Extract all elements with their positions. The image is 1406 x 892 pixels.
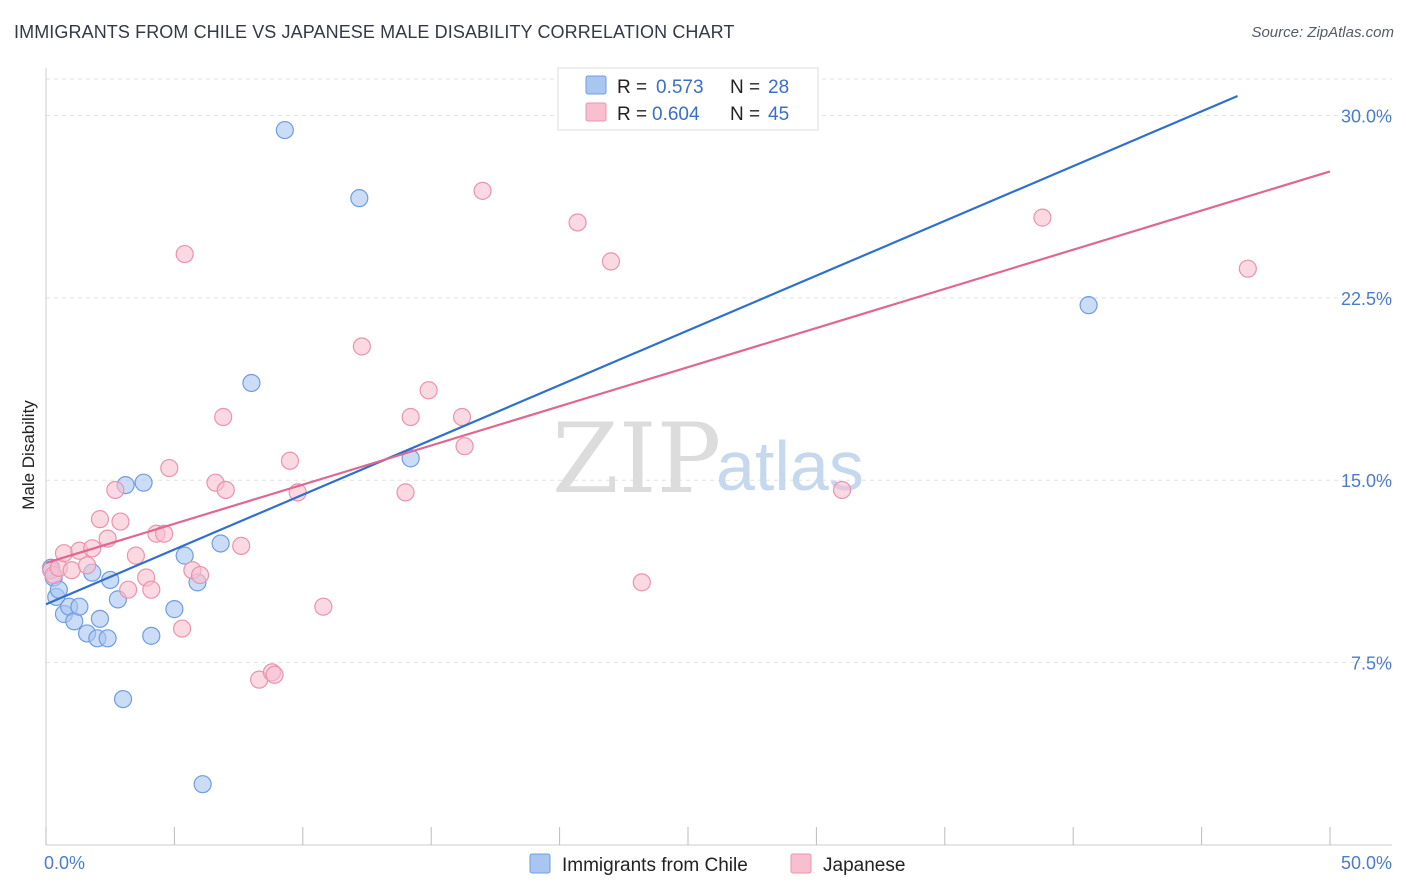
chile-point xyxy=(165,600,184,619)
watermark: ZIP atlas xyxy=(552,403,864,515)
japanese-point xyxy=(173,619,192,638)
japanese-point xyxy=(832,480,852,500)
japanese-trend-line xyxy=(45,170,1331,564)
y-tick-label: 15.0% xyxy=(1341,471,1392,491)
japanese-point xyxy=(1238,259,1257,278)
legend-n-value-japanese: 45 xyxy=(768,104,789,125)
japanese-point xyxy=(142,580,161,599)
legend-r-value-japanese: 0.604 xyxy=(652,104,700,125)
japanese-point xyxy=(419,381,438,400)
japanese-point xyxy=(452,407,472,427)
japanese-point xyxy=(1033,208,1052,227)
japanese-point xyxy=(455,437,474,456)
chile-point xyxy=(70,597,89,616)
japanese-point xyxy=(190,565,210,585)
japanese-point xyxy=(155,524,174,543)
legend-r-label-japanese: R = xyxy=(617,104,647,125)
y-tick-label: 22.5% xyxy=(1341,289,1392,309)
chile-trend-line xyxy=(45,95,1238,606)
y-tick-label: 7.5% xyxy=(1351,654,1392,674)
bottom-legend-swatch-japanese xyxy=(790,853,812,874)
japanese-point xyxy=(568,213,587,232)
legend-n-label-japanese: N = xyxy=(730,104,760,125)
chile-point xyxy=(134,473,153,492)
y-axis-label: Male Disability xyxy=(19,400,38,510)
legend-r-label-chile: R = xyxy=(617,77,647,98)
chile-point xyxy=(275,120,294,140)
chile-point xyxy=(98,629,117,648)
japanese-point xyxy=(232,536,251,555)
source-label: Source: ZipAtlas.com xyxy=(1251,24,1394,41)
japanese-point xyxy=(214,407,233,427)
japanese-point xyxy=(77,556,97,575)
y-tick-label: 30.0% xyxy=(1341,106,1392,126)
japanese-point xyxy=(90,510,110,529)
japanese-point xyxy=(632,573,651,592)
bottom-legend: Immigrants from Chile Japanese xyxy=(529,853,905,876)
legend-n-value-chile: 28 xyxy=(768,77,789,98)
bottom-legend-label-chile: Immigrants from Chile xyxy=(562,855,748,876)
chile-point xyxy=(211,534,230,553)
chile-point xyxy=(142,626,161,645)
x-tick-label-min: 0.0% xyxy=(44,853,85,873)
japanese-point xyxy=(175,244,194,264)
japanese-point xyxy=(280,451,300,470)
japanese-point xyxy=(119,580,138,599)
japanese-point xyxy=(126,546,145,565)
chile-point xyxy=(113,689,133,709)
japanese-point xyxy=(265,665,284,684)
trend-lines-layer xyxy=(45,95,1331,606)
japanese-point xyxy=(601,252,621,271)
chile-point xyxy=(1079,296,1098,315)
chart-title: IMMIGRANTS FROM CHILE VS JAPANESE MALE D… xyxy=(14,22,735,42)
grid-layer: 7.5% 15.0% 22.5% 30.0% xyxy=(46,78,1392,674)
axes-layer xyxy=(45,68,1392,846)
bottom-legend-label-japanese: Japanese xyxy=(823,855,905,876)
legend-n-label-chile: N = xyxy=(730,77,760,98)
japanese-point xyxy=(473,181,492,200)
bottom-legend-swatch-chile xyxy=(529,853,551,874)
japanese-point xyxy=(62,561,81,580)
legend-swatch-japanese xyxy=(585,102,607,122)
japanese-point xyxy=(352,337,371,356)
japanese-point xyxy=(216,480,235,500)
japanese-point xyxy=(314,597,333,616)
legend-swatch-chile xyxy=(585,75,607,95)
japanese-point xyxy=(106,480,125,500)
watermark-zip: ZIP xyxy=(552,403,721,515)
japanese-point xyxy=(160,458,179,478)
chile-point xyxy=(90,609,110,628)
points-layer xyxy=(42,120,1257,794)
japanese-point xyxy=(111,512,130,531)
x-tick-label-max: 50.0% xyxy=(1341,853,1392,873)
legend-r-value-chile: 0.573 xyxy=(656,77,704,98)
chile-point xyxy=(193,775,212,794)
chile-point xyxy=(242,373,261,393)
chile-point xyxy=(175,546,194,565)
legend: R = 0.573 N = 28 R = 0.604 N = 45 xyxy=(557,67,819,131)
chile-point xyxy=(350,189,369,208)
japanese-point xyxy=(401,407,420,427)
japanese-point xyxy=(396,483,415,502)
